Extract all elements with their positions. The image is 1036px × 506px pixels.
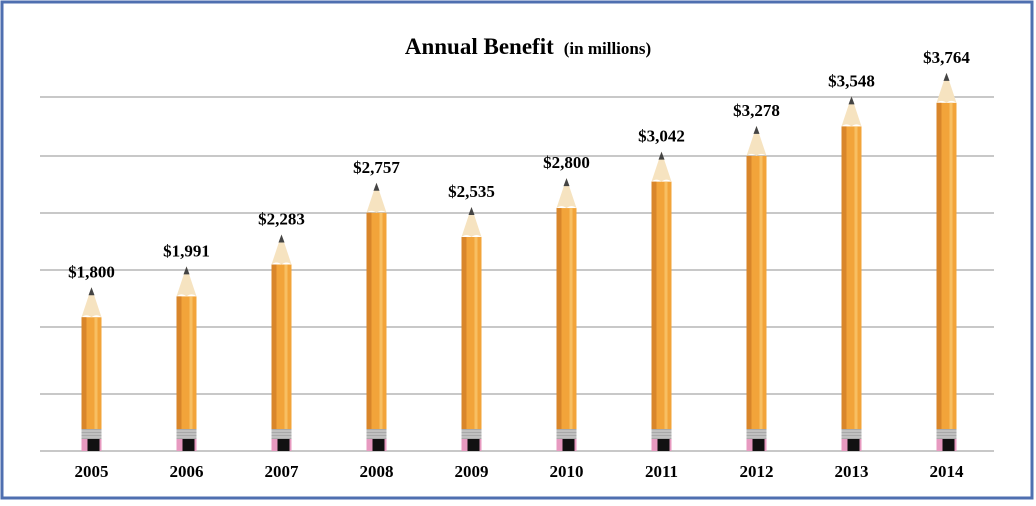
chart-subtitle: (in millions) (564, 39, 651, 58)
value-label: $1,991 (163, 241, 210, 260)
x-tick-label: 2010 (550, 462, 584, 481)
pencil-light (284, 264, 288, 429)
pencil-wood (841, 96, 862, 127)
pencil-light (94, 317, 98, 429)
pencil-eraser-shadow (182, 439, 195, 451)
value-label: $3,278 (733, 101, 780, 120)
pencil-shade (366, 212, 372, 429)
pencil-light (569, 208, 573, 429)
grid (40, 96, 994, 452)
pencil (651, 151, 672, 451)
pencil-wood (271, 234, 292, 265)
pencil-light (949, 102, 953, 429)
pencil-light (474, 237, 478, 429)
pencil-light (189, 296, 193, 429)
pencil-eraser-shadow (942, 439, 955, 451)
pencil-light (664, 181, 668, 429)
pencil-eraser-shadow (562, 439, 575, 451)
x-tick-label: 2012 (740, 462, 774, 481)
pencil-lead (468, 207, 475, 216)
pencil-eraser-shadow (657, 439, 670, 451)
pencil-shade (81, 317, 87, 429)
value-label: $2,283 (258, 210, 305, 229)
value-label: $3,764 (923, 48, 970, 67)
pencil-wood (461, 207, 482, 238)
pencil-eraser-shadow (277, 439, 290, 451)
x-tick-label: 2005 (75, 462, 109, 481)
pencil (461, 207, 482, 451)
pencil-eraser-shadow (847, 439, 860, 451)
pencil-eraser-shadow (752, 439, 765, 451)
pencil-wood (176, 266, 197, 297)
value-label: $3,548 (828, 71, 875, 90)
pencil-eraser-shadow (87, 439, 100, 451)
x-tick-label: 2011 (645, 462, 678, 481)
pencil-wood (366, 182, 387, 213)
value-label: $3,042 (638, 127, 685, 146)
pencil (556, 178, 577, 451)
pencil-shade (176, 296, 182, 429)
pencil-lead (943, 72, 950, 81)
pencil (271, 234, 292, 451)
pencil-wood (746, 125, 767, 156)
pencil-wood (936, 72, 957, 103)
pencil-light (379, 212, 383, 429)
pencil-shade (936, 102, 942, 429)
value-label: $2,757 (353, 158, 400, 177)
chart-title: Annual Benefit (405, 34, 554, 59)
value-label: $1,800 (68, 262, 115, 281)
pencil-lead (753, 125, 760, 134)
x-tick-label: 2009 (455, 462, 489, 481)
pencil-eraser-shadow (372, 439, 385, 451)
pencil-lead (373, 182, 380, 191)
value-label: $2,535 (448, 182, 495, 201)
pencil-eraser-shadow (467, 439, 480, 451)
pencil (841, 96, 862, 451)
x-tick-label: 2008 (360, 462, 394, 481)
pencil-light (759, 155, 763, 429)
pencil (936, 72, 957, 451)
pencil-lead (183, 266, 190, 275)
pencil (81, 287, 102, 451)
x-tick-label: 2006 (170, 462, 204, 481)
value-label: $2,800 (543, 153, 590, 172)
pencil (366, 182, 387, 451)
pencil-shade (651, 181, 657, 429)
pencil-shade (556, 208, 562, 429)
pencil (746, 125, 767, 451)
pencil-wood (81, 287, 102, 318)
chart-title-group: Annual Benefit (in millions) (405, 34, 651, 59)
x-tick-label: 2007 (265, 462, 300, 481)
pencil-lead (278, 234, 285, 243)
pencil-shade (841, 126, 847, 429)
x-tick-label: 2014 (930, 462, 965, 481)
pencil-shade (461, 237, 467, 429)
pencil-lead (563, 178, 570, 187)
pencil-lead (88, 287, 95, 296)
pencil-light (854, 126, 858, 429)
pencil-lead (658, 151, 665, 160)
pencil-lead (848, 96, 855, 105)
pencil-shade (271, 264, 277, 429)
pencil (176, 266, 197, 451)
pencil-wood (651, 151, 672, 182)
x-tick-label: 2013 (835, 462, 869, 481)
pencil-wood (556, 178, 577, 209)
pencil-shade (746, 155, 752, 429)
